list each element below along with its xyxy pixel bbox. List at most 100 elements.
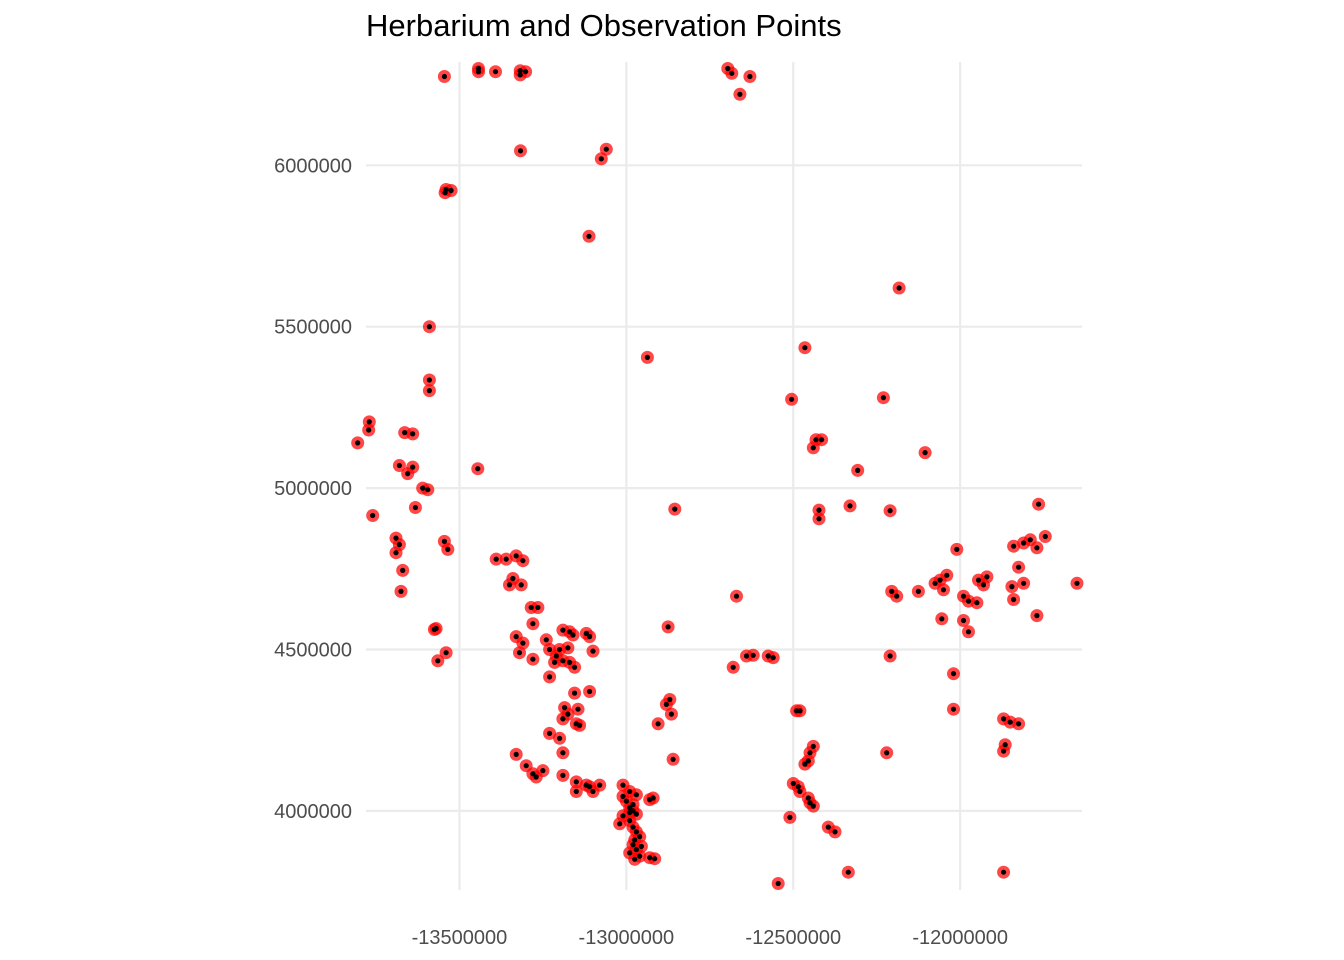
observation-point (565, 711, 571, 717)
observation-point (597, 782, 603, 788)
observation-point (587, 784, 593, 790)
observation-point (518, 582, 524, 588)
observation-point (517, 148, 524, 154)
observation-point (627, 818, 633, 824)
observation-point (426, 324, 432, 330)
observation-point (655, 721, 661, 727)
observation-point (1021, 580, 1027, 586)
observation-point (1001, 716, 1007, 722)
observation-point (530, 621, 536, 627)
observation-point (586, 233, 592, 239)
x-tick-label: -12500000 (745, 927, 841, 949)
observation-point (535, 604, 541, 611)
observation-point (420, 485, 426, 491)
observation-point (552, 659, 558, 666)
observation-point (733, 593, 740, 599)
observation-point (663, 701, 670, 708)
observation-point (523, 763, 529, 769)
observation-point (884, 750, 890, 756)
observation-point (807, 800, 813, 806)
observation-point (647, 797, 653, 803)
observation-point (520, 558, 526, 564)
observation-point (575, 706, 581, 712)
observation-point (915, 588, 922, 595)
observation-point (810, 803, 816, 809)
observation-point (797, 788, 803, 795)
y-tick-label: 6000000 (274, 155, 352, 177)
observation-point (448, 187, 454, 194)
observation-point (802, 761, 808, 767)
observation-point (845, 869, 851, 875)
observation-point (647, 855, 653, 861)
observation-point (577, 722, 583, 729)
observation-point (598, 156, 604, 162)
observation-point (393, 550, 399, 556)
observation-point (493, 556, 499, 562)
observation-point (396, 542, 402, 548)
observation-point (573, 779, 579, 785)
observation-point (832, 829, 838, 835)
observation-point (370, 512, 376, 519)
observation-point (425, 487, 431, 493)
observation-point (954, 546, 960, 553)
observation-point (737, 91, 743, 97)
observation-point (557, 646, 563, 653)
x-tick-label: -13000000 (579, 927, 675, 949)
observation-point (627, 788, 633, 795)
observation-point (366, 427, 372, 433)
y-tick-label: 5500000 (274, 317, 352, 339)
observation-point (1074, 580, 1080, 586)
observation-point (410, 431, 416, 437)
herbarium-points-layer (351, 62, 1084, 890)
observation-point (528, 604, 534, 611)
observation-point (1009, 584, 1015, 590)
observation-point (1034, 613, 1040, 619)
observation-point (805, 758, 811, 764)
observation-point (810, 445, 816, 451)
observation-point (633, 811, 640, 817)
observation-point (590, 788, 596, 795)
observation-point (523, 69, 529, 75)
observation-point (492, 69, 499, 75)
observation-point (617, 821, 623, 827)
observation-point (1011, 543, 1017, 549)
observation-point (950, 706, 957, 712)
observation-point (355, 440, 361, 446)
observation-point (825, 824, 831, 830)
observation-point (567, 629, 573, 635)
observation-point (750, 652, 756, 658)
observation-point (547, 730, 553, 737)
observation-point (560, 772, 566, 779)
observation-point (894, 593, 900, 599)
observation-point (672, 506, 678, 512)
observation-point (565, 645, 571, 651)
observation-point (725, 65, 731, 72)
observation-point (630, 824, 636, 830)
observation-point (1021, 540, 1027, 546)
observation-point (533, 774, 539, 780)
observation-point (547, 646, 553, 653)
observation-point (729, 70, 735, 76)
observation-point (960, 617, 967, 624)
observation-point (475, 69, 482, 75)
observation-point (807, 750, 813, 756)
observation-point (547, 674, 553, 680)
observation-point (805, 795, 811, 801)
observation-point (517, 72, 523, 78)
observation-point (435, 658, 441, 664)
observation-point (922, 450, 928, 456)
observation-point (637, 853, 643, 859)
observation-point (442, 190, 448, 196)
observation-point (887, 653, 893, 659)
observation-point (747, 73, 753, 80)
observation-point (765, 653, 771, 659)
observation-point (620, 813, 626, 819)
observation-point (730, 664, 736, 670)
observation-point (516, 650, 523, 656)
observation-point (939, 616, 945, 622)
observation-point (1027, 537, 1033, 543)
observation-point (517, 68, 523, 74)
observation-point (1016, 564, 1022, 570)
observation-point (816, 516, 822, 522)
y-tick-label: 4500000 (274, 640, 352, 662)
